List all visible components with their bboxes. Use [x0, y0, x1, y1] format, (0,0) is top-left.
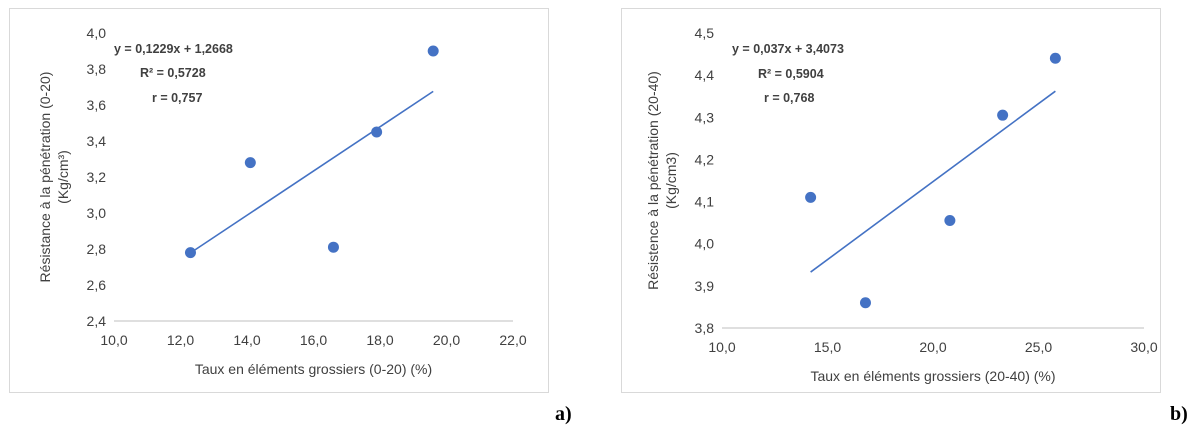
x-tick-label: 18,0 — [366, 332, 393, 348]
annotation-text: y = 0,037x + 3,4073 — [732, 42, 844, 56]
y-tick-label: 3,2 — [87, 169, 107, 185]
y-axis-title: Résistance à la pénétration (0-20) — [37, 72, 53, 283]
trendline — [190, 90, 434, 254]
y-tick-label: 2,6 — [87, 277, 107, 293]
x-tick-label: 25,0 — [1025, 339, 1052, 355]
y-tick-label: 4,1 — [695, 194, 715, 210]
annotation-text: r = 0,757 — [152, 91, 202, 105]
data-point — [427, 45, 439, 57]
x-tick-label: 12,0 — [167, 332, 194, 348]
chart-b-svg: 3,8 3,9 4,0 4,1 4,2 4,3 4,4 4,5 10,0 15,0 20,0 25,0… — [645, 25, 1158, 384]
figure-label-b: b) — [1170, 403, 1188, 425]
x-axis-title: Taux en éléments grossiers (20-40) (%) — [810, 368, 1055, 384]
y-tick-label: 2,4 — [87, 313, 107, 329]
x-tick-label: 20,0 — [433, 332, 460, 348]
x-tick-label: 10,0 — [100, 332, 127, 348]
y-axis-title: (Kg/cm³) — [55, 150, 71, 204]
y-tick-label: 3,8 — [87, 61, 107, 77]
x-tick-label: 16,0 — [300, 332, 327, 348]
y-tick-label: 4,2 — [695, 151, 715, 167]
x-tick-label: 10,0 — [708, 339, 735, 355]
figure-label-a: a) — [555, 403, 572, 425]
data-point — [944, 215, 956, 227]
data-point — [997, 109, 1009, 121]
chart-panel-b: 3,8 3,9 4,0 4,1 4,2 4,3 4,4 4,5 10,0 15,0 20,0 25,0… — [621, 8, 1161, 393]
data-point — [327, 241, 339, 253]
y-tick-label: 3,0 — [87, 205, 107, 221]
y-axis-title: (Kg/cm3) — [663, 152, 679, 209]
data-point — [371, 126, 383, 138]
data-point — [1049, 52, 1061, 64]
annotation-text: R² = 0,5904 — [758, 67, 824, 81]
x-tick-label: 22,0 — [499, 332, 526, 348]
y-tick-label: 2,8 — [87, 241, 107, 257]
y-tick-label: 4,0 — [87, 25, 107, 41]
x-tick-label: 14,0 — [233, 332, 260, 348]
y-tick-label: 4,4 — [695, 67, 715, 83]
data-point — [184, 247, 196, 259]
y-axis-title: Résistence à la pénétration (20-40) — [645, 71, 661, 290]
annotation-text: R² = 0,5728 — [140, 66, 206, 80]
y-tick-label: 4,0 — [695, 236, 715, 252]
y-tick-label: 3,8 — [695, 320, 715, 336]
y-tick-label: 4,3 — [695, 109, 715, 125]
chart-a-svg: 2,4 2,6 2,8 3,0 3,2 3,4 3,6 3,8 4,0 10,0 12,0 14,0 1… — [37, 25, 527, 377]
y-tick-label: 3,4 — [87, 133, 107, 149]
chart-panel-a: 2,4 2,6 2,8 3,0 3,2 3,4 3,6 3,8 4,0 10,0 12,0 14,0 1… — [9, 8, 549, 393]
x-tick-label: 30,0 — [1130, 339, 1157, 355]
x-axis-title: Taux en éléments grossiers (0-20) (%) — [195, 361, 432, 377]
x-tick-label: 20,0 — [919, 339, 946, 355]
x-tick-label: 15,0 — [814, 339, 841, 355]
annotation-text: r = 0,768 — [764, 91, 814, 105]
data-point — [244, 157, 256, 169]
y-tick-label: 4,5 — [695, 25, 715, 41]
y-tick-label: 3,9 — [695, 278, 715, 294]
data-point — [805, 191, 817, 203]
data-point — [859, 297, 871, 309]
annotation-text: y = 0,1229x + 1,2668 — [114, 42, 233, 56]
y-tick-label: 3,6 — [87, 97, 107, 113]
trendline — [810, 90, 1056, 273]
